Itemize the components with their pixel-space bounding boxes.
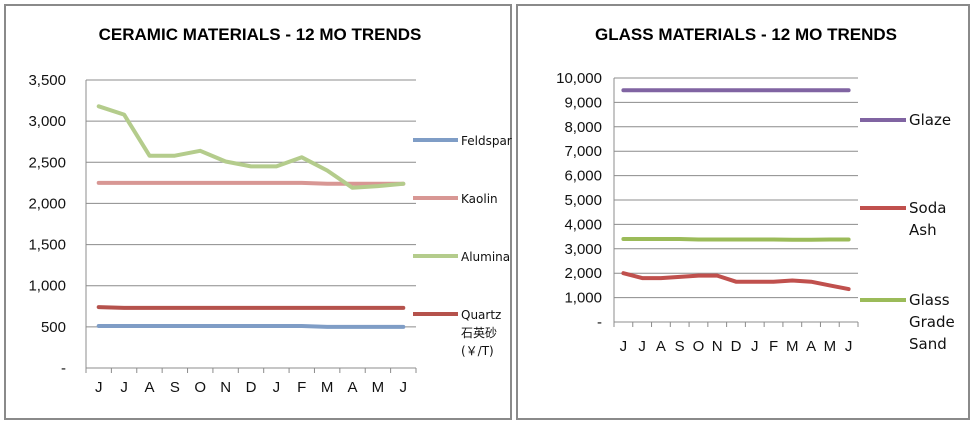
ceramic-chart: CERAMIC MATERIALS - 12 MO TRENDS - 500 1,00… [28, 25, 512, 396]
glass-y-tick-label: 5,000 [564, 192, 602, 209]
ceramic-series-alumina-line [96, 104, 406, 190]
glass-legend-label-glass-grade-sand: Glass Grade Sand [909, 291, 955, 353]
ceramic-x-tick-label: D [246, 379, 257, 396]
glass-x-tick-label: J [620, 338, 628, 355]
glass-x-tick-label: N [712, 338, 723, 355]
ceramic-chart-title: CERAMIC MATERIALS - 12 MO TRENDS [99, 25, 422, 44]
glass-x-tick-label: M [786, 338, 799, 355]
ceramic-x-tick-label: J [273, 379, 281, 396]
glass-chart: GLASS MATERIALS - 12 MO TRENDS - 1,000 2,00… [556, 25, 955, 355]
glass-y-tick-label: - [597, 314, 602, 331]
ceramic-series-kaolin-line [96, 180, 406, 186]
glass-chart-title: GLASS MATERIALS - 12 MO TRENDS [595, 25, 897, 44]
glass-x-tick-label: M [824, 338, 837, 355]
ceramic-y-tick-label: 3,000 [28, 113, 66, 130]
glass-x-tick-label: J [845, 338, 853, 355]
glass-x-tick-label: J [638, 338, 646, 355]
glass-x-tick-label: D [731, 338, 742, 355]
ceramic-y-tick-label: 1,500 [28, 237, 66, 254]
glass-y-tick-label: 10,000 [556, 70, 602, 87]
ceramic-x-tick-label: M [372, 379, 385, 396]
glass-y-tick-label: 9,000 [564, 94, 602, 111]
glass-series-soda-ash-line [621, 271, 851, 292]
ceramic-x-tick-label: S [170, 379, 180, 396]
glass-legend-label-glaze: Glaze [909, 111, 951, 129]
ceramic-y-tick-label: 2,500 [28, 154, 66, 171]
ceramic-y-tick-label: 3,500 [28, 72, 66, 89]
glass-y-tick-label: 7,000 [564, 143, 602, 160]
glass-x-tick-label: F [769, 338, 778, 355]
glass-series-glass-grade-sand-line [621, 237, 851, 242]
ceramic-legend-label-alumina: Alumina [461, 250, 510, 264]
ceramic-series-feldspar-line [96, 324, 406, 329]
glass-y-tick-label: 1,000 [564, 290, 602, 307]
glass-chart-panel: GLASS MATERIALS - 12 MO TRENDS - 1,000 2,00… [516, 4, 970, 420]
glass-y-tick-label: 8,000 [564, 119, 602, 136]
ceramic-series-quartz-line [96, 305, 406, 310]
glass-legend-label-soda-ash: Soda Ash [909, 199, 946, 239]
ceramic-y-tick-label: 1,000 [28, 278, 66, 295]
glass-y-tick-label: 3,000 [564, 241, 602, 258]
ceramic-y-tick-label: 2,000 [28, 195, 66, 212]
glass-x-tick-label: O [693, 338, 705, 355]
ceramic-y-tick-label: 500 [41, 319, 66, 336]
ceramic-legend-label-feldspar: Feldspar [461, 134, 512, 148]
ceramic-y-tick-label: - [61, 360, 66, 377]
ceramic-chart-panel: CERAMIC MATERIALS - 12 MO TRENDS - 500 1,00… [4, 4, 512, 420]
glass-x-tick-label: J [751, 338, 759, 355]
ceramic-x-tick-label: M [321, 379, 334, 396]
glass-x-tick-label: A [656, 338, 666, 355]
ceramic-x-tick-label: J [95, 379, 103, 396]
glass-x-tick-label: S [675, 338, 685, 355]
ceramic-x-tick-label: J [400, 379, 408, 396]
glass-y-tick-label: 4,000 [564, 216, 602, 233]
ceramic-legend-label-quartz: Quartz 石英砂(￥/T) [461, 308, 501, 358]
glass-y-tick-label: 6,000 [564, 168, 602, 185]
glass-y-tick-label: 2,000 [564, 265, 602, 282]
ceramic-x-tick-label: O [194, 379, 206, 396]
ceramic-legend-label-kaolin: Kaolin [461, 192, 498, 206]
ceramic-x-tick-label: J [120, 379, 128, 396]
glass-x-tick-label: A [806, 338, 816, 355]
ceramic-x-tick-label: N [220, 379, 231, 396]
ceramic-x-tick-label: F [297, 379, 306, 396]
ceramic-x-tick-label: A [144, 379, 154, 396]
ceramic-x-tick-label: A [348, 379, 358, 396]
